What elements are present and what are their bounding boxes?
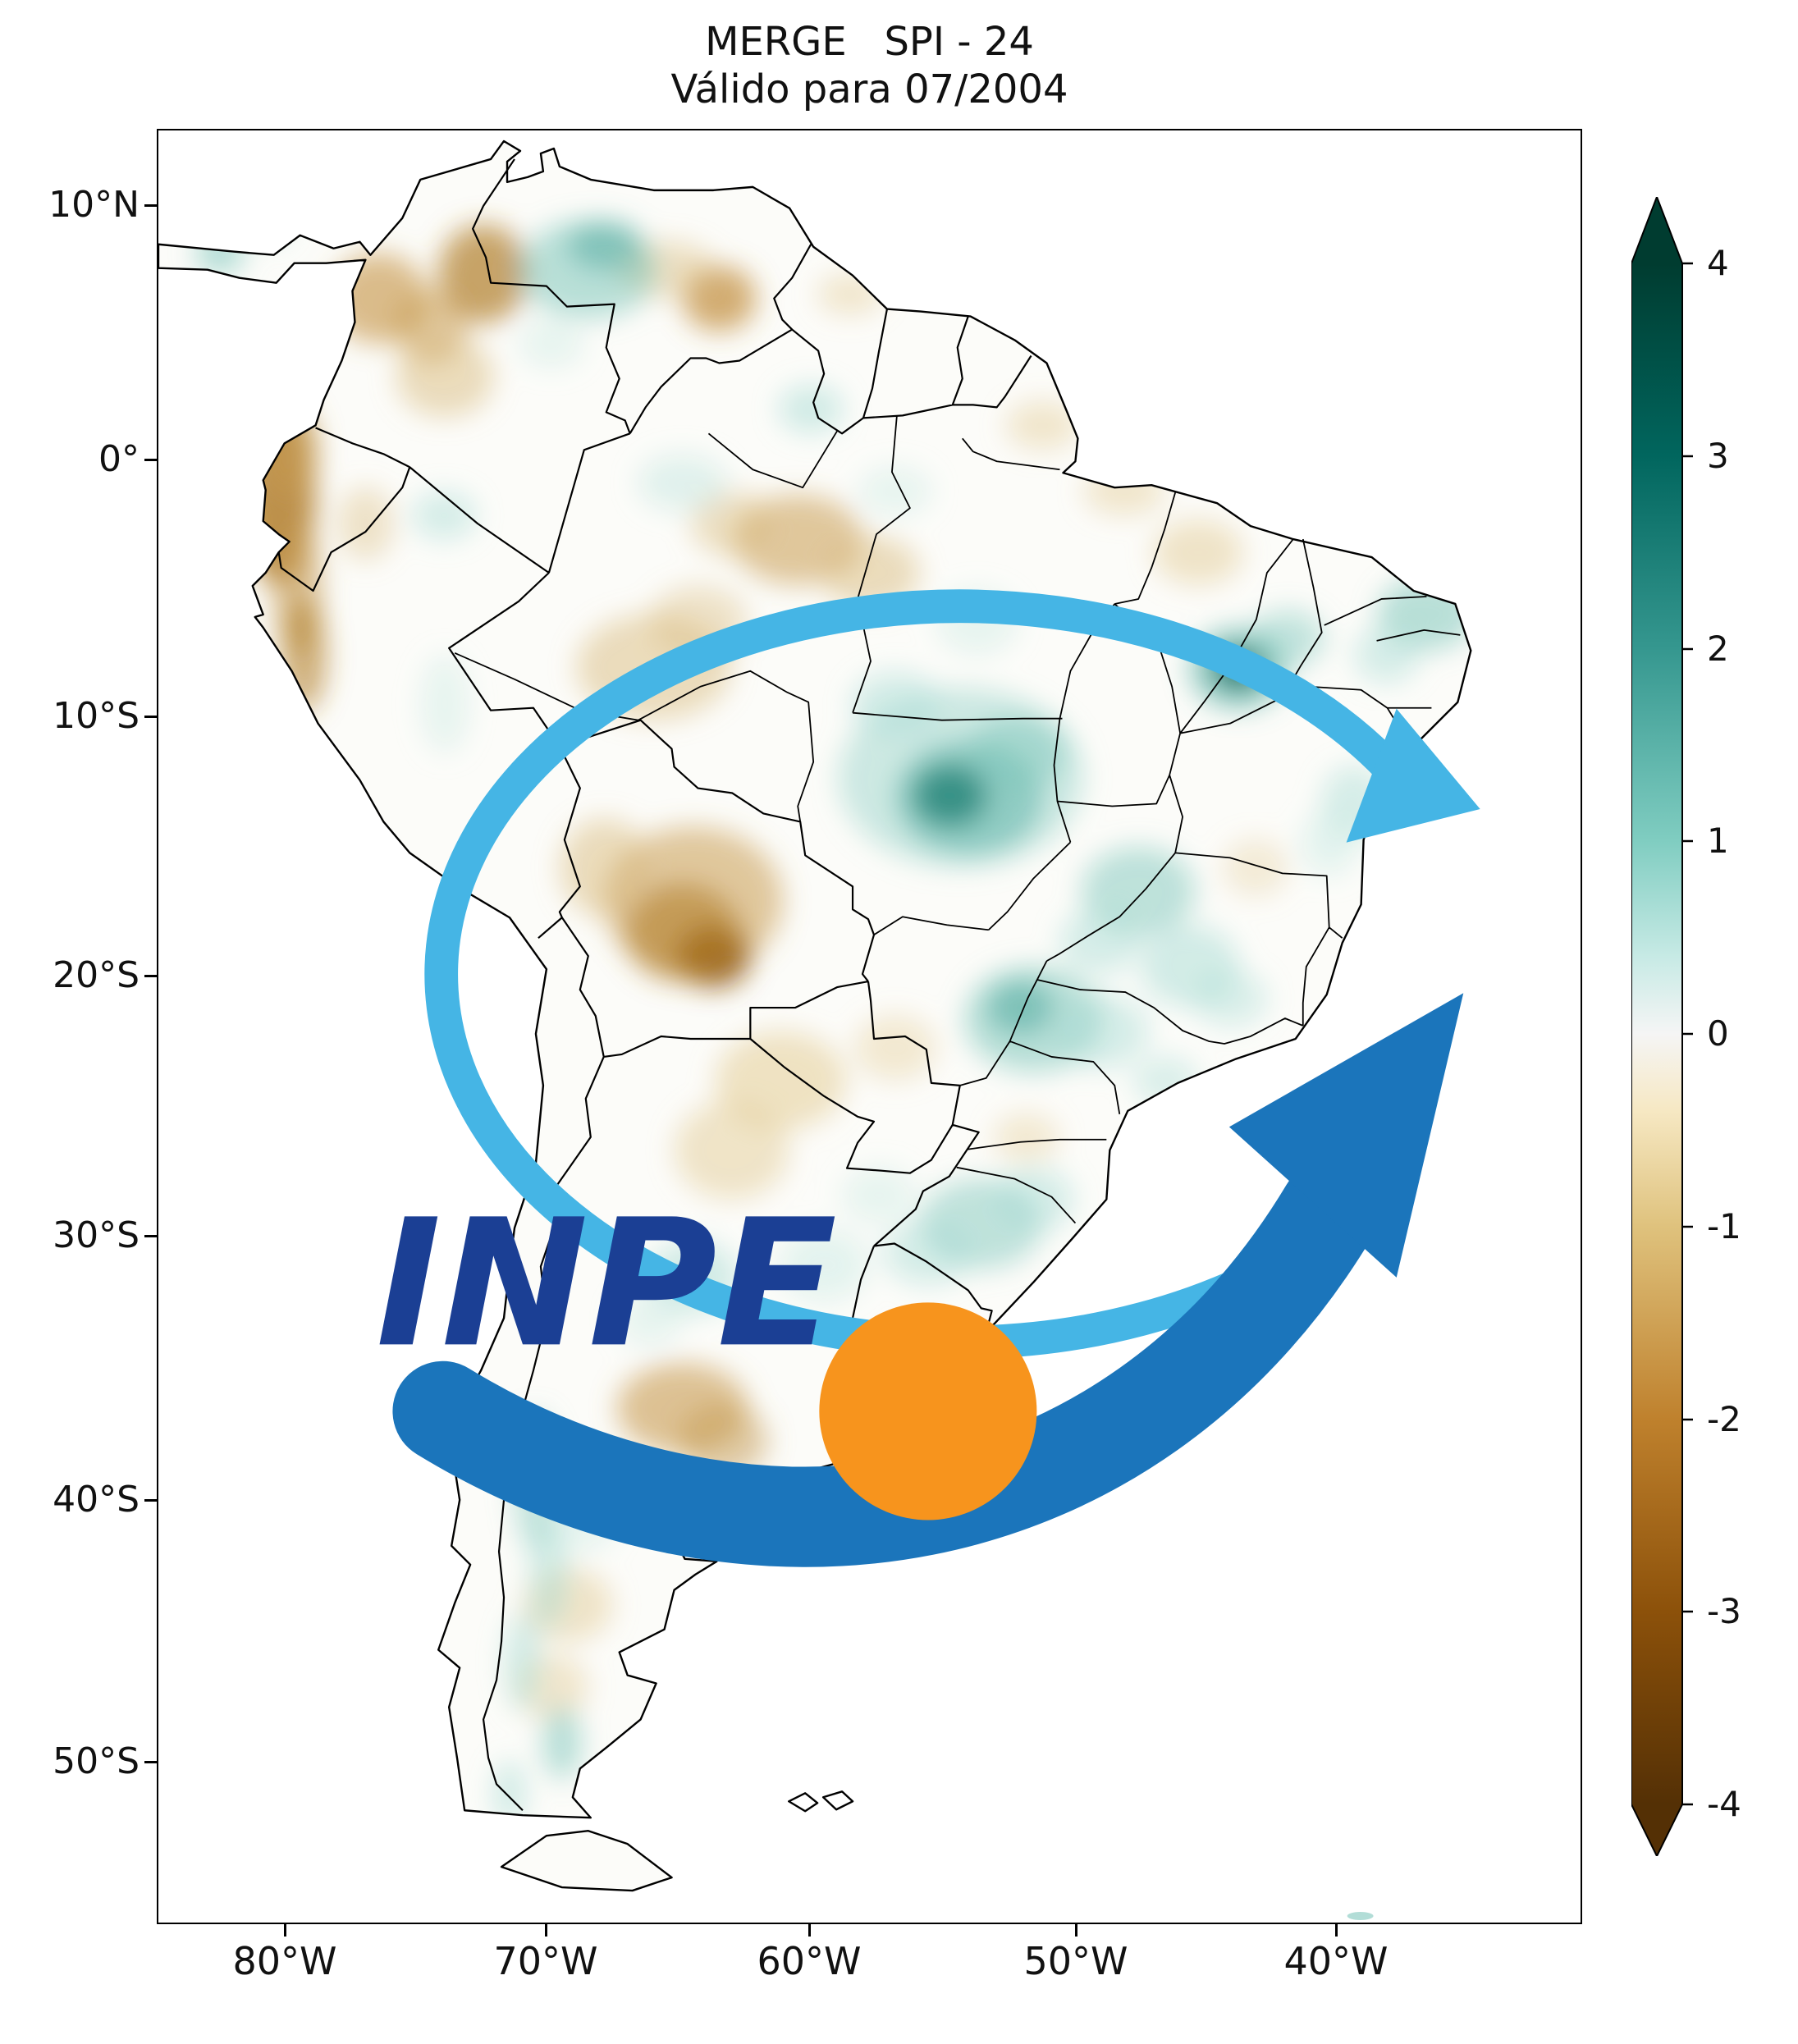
- logo-arrowhead: [1228, 993, 1464, 1278]
- logo-text: INPE: [376, 1182, 837, 1386]
- state-borders: [454, 415, 1461, 1224]
- colorbar-tick-label: -2: [1707, 1399, 1741, 1439]
- colorbar-tick-label: 0: [1707, 1013, 1729, 1054]
- figure-subtitle: Válido para 07/2004: [670, 66, 1068, 112]
- lon-tick-mark: [808, 1924, 811, 1937]
- lon-tick-mark: [1075, 1924, 1077, 1937]
- logo-ring-arrowhead: [1346, 708, 1480, 843]
- lon-tick-mark: [284, 1924, 286, 1937]
- lat-tick-label: 10°S: [53, 695, 140, 737]
- lat-tick-mark: [144, 459, 157, 461]
- offshore-speck: [1347, 1912, 1374, 1921]
- colorbar-tick-label: 1: [1707, 821, 1729, 861]
- colorb ar-tick-label: 2: [1707, 629, 1729, 669]
- colorbar-tick-label: 3: [1707, 436, 1729, 476]
- country-borders: [277, 158, 1032, 1812]
- colorbar-tick-label: -4: [1707, 1784, 1741, 1824]
- lon-tick-label: 60°W: [757, 1939, 862, 1983]
- lat-tick-label: 20°S: [53, 954, 140, 996]
- lat-tick-mark: [144, 204, 157, 207]
- lat-tick-label: 30°S: [53, 1214, 140, 1256]
- figure-title: MERGE SPI - 24: [705, 19, 1034, 65]
- lat-tick-mark: [144, 1235, 157, 1237]
- lon-tick-label: 70°W: [493, 1939, 598, 1983]
- lat-tick-mark: [144, 1499, 157, 1502]
- lon-tick-label: 50°W: [1023, 1939, 1128, 1983]
- inpe-logo: INPE: [376, 589, 1480, 1567]
- lat-tick-label: 10°N: [48, 184, 140, 226]
- logo-ball: [819, 1302, 1037, 1520]
- figure-header: MERGE SPI - 24 Válido para 07/2004: [157, 18, 1582, 113]
- lat-tick-label: 40°S: [53, 1479, 140, 1520]
- colorbar-ramp: [1631, 197, 1683, 1856]
- colorbar-tick-label: -3: [1707, 1591, 1741, 1631]
- colorbar-tick-label: -1: [1707, 1206, 1741, 1246]
- lon-tick-label: 40°W: [1283, 1939, 1389, 1983]
- colorbar: [1631, 197, 1693, 1856]
- map-plot: INPE: [157, 129, 1582, 1924]
- colorbar-tick-label: 4: [1707, 243, 1729, 283]
- lat-tick-mark: [144, 1761, 157, 1763]
- lat-tick-mark: [144, 716, 157, 718]
- lon-tick-mark: [545, 1924, 547, 1937]
- lat-tick-mark: [144, 975, 157, 977]
- lon-tick-mark: [1335, 1924, 1338, 1937]
- lon-tick-label: 80°W: [232, 1939, 337, 1983]
- colorbar-tick-marks: [1682, 262, 1693, 1806]
- lat-tick-label: 0°: [98, 438, 140, 480]
- lat-tick-label: 50°S: [53, 1740, 140, 1782]
- spi-field: [194, 216, 1471, 1827]
